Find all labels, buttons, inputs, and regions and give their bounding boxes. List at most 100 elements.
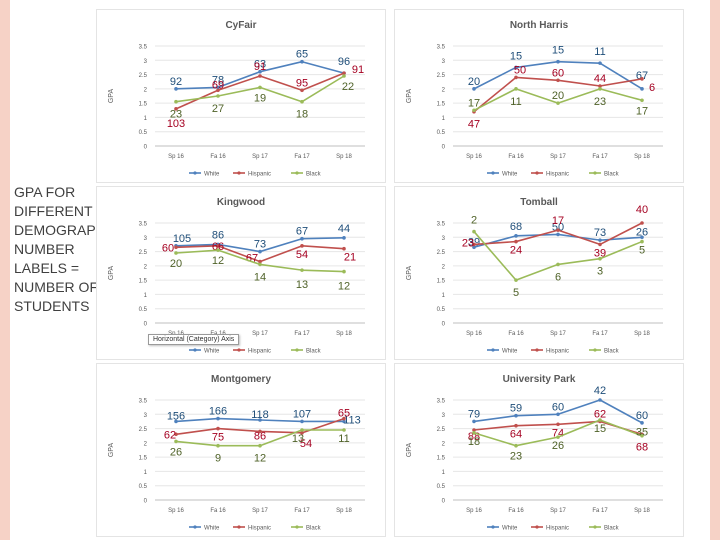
legend-label-black: Black bbox=[604, 349, 620, 355]
legend-label-hispanic: Hispanic bbox=[546, 172, 569, 178]
y-tick-label: 2 bbox=[144, 264, 148, 270]
data-label-black: 23 bbox=[594, 96, 606, 108]
data-label-black: 26 bbox=[552, 440, 564, 452]
data-label-hispanic: 54 bbox=[300, 438, 312, 450]
data-point-hispanic bbox=[300, 88, 304, 93]
y-tick-label: 0.5 bbox=[437, 307, 446, 313]
data-point-white bbox=[472, 419, 476, 424]
data-label-black: 23 bbox=[170, 109, 182, 121]
data-label-hispanic: 91 bbox=[352, 64, 364, 76]
data-point-black bbox=[556, 101, 560, 105]
data-label-hispanic: 60 bbox=[552, 67, 564, 79]
y-axis-label: GPA bbox=[406, 89, 413, 104]
data-label-white: 59 bbox=[510, 403, 522, 415]
legend-label-black: Black bbox=[306, 172, 322, 178]
data-point-black bbox=[342, 428, 346, 432]
data-label-white: 20 bbox=[468, 76, 480, 88]
data-point-hispanic bbox=[174, 245, 178, 250]
data-point-black bbox=[216, 248, 220, 252]
side-title-line: Number bbox=[14, 241, 75, 257]
data-label-black: 23 bbox=[510, 451, 522, 463]
data-label-white: 60 bbox=[552, 401, 564, 413]
legend-marker-hispanic bbox=[535, 171, 539, 175]
data-label-hispanic: 65 bbox=[338, 408, 350, 420]
data-point-hispanic bbox=[514, 423, 518, 428]
data-point-white bbox=[640, 235, 644, 240]
data-label-white: 73 bbox=[594, 227, 606, 239]
data-label-black: 20 bbox=[170, 258, 182, 270]
legend-marker-white bbox=[491, 348, 495, 352]
data-label-hispanic: 23 bbox=[462, 237, 474, 249]
chart-title: University Park bbox=[503, 374, 576, 385]
y-tick-label: 3.5 bbox=[437, 222, 446, 228]
data-label-hispanic: 17 bbox=[552, 215, 564, 227]
legend-label-hispanic: Hispanic bbox=[546, 349, 569, 355]
data-label-hispanic: 6 bbox=[649, 82, 655, 94]
x-tick-label: Fa 16 bbox=[508, 331, 524, 337]
y-tick-label: 2.5 bbox=[139, 250, 148, 256]
data-point-hispanic bbox=[342, 71, 346, 75]
data-label-black: 35 bbox=[636, 427, 648, 439]
data-label-black: 2 bbox=[471, 215, 477, 227]
y-tick-label: 2 bbox=[442, 441, 446, 447]
chart-panel-cyfair[interactable]: CyFair GPA 0 0.5 1 1.5 2 2.5 3 3.5 Sp 16 Fa 16 Sp 17… bbox=[96, 9, 386, 183]
chart-panel-university-park[interactable]: University Park GPA 0 0.5 1 1.5 2 2.5 3 3.5 Sp 16 F… bbox=[394, 363, 684, 537]
legend-label-white: White bbox=[204, 526, 220, 532]
data-point-black bbox=[258, 85, 262, 90]
y-tick-label: 0 bbox=[144, 499, 148, 505]
y-tick-label: 2 bbox=[144, 441, 148, 447]
side-title-line: number of bbox=[14, 279, 98, 295]
legend-marker-hispanic bbox=[237, 525, 241, 529]
data-point-white bbox=[342, 419, 346, 424]
data-point-white bbox=[598, 238, 602, 242]
chart-panel-tomball[interactable]: Tomball GPA 0 0.5 1 1.5 2 2.5 3 3.5 Sp 16 Fa 16 Sp 1… bbox=[394, 186, 684, 360]
y-tick-label: 1 bbox=[144, 116, 148, 122]
legend-label-hispanic: Hispanic bbox=[248, 349, 271, 355]
x-tick-label: Fa 17 bbox=[294, 508, 310, 514]
data-point-black bbox=[258, 262, 262, 267]
data-label-white: 60 bbox=[636, 410, 648, 422]
x-tick-label: Sp 16 bbox=[466, 508, 482, 514]
data-label-hispanic: 69 bbox=[212, 79, 224, 91]
data-label-white: 44 bbox=[338, 223, 350, 235]
data-label-black: 13 bbox=[292, 433, 304, 445]
data-label-hispanic: 50 bbox=[514, 64, 526, 76]
data-label-white: 26 bbox=[636, 226, 648, 238]
legend-marker-hispanic bbox=[237, 348, 241, 352]
y-tick-label: 3.5 bbox=[139, 222, 148, 228]
data-point-black bbox=[216, 443, 220, 448]
data-label-hispanic: 39 bbox=[594, 247, 606, 259]
y-tick-label: 0 bbox=[442, 499, 446, 505]
data-point-white bbox=[342, 236, 346, 240]
data-label-white: 15 bbox=[510, 50, 522, 62]
data-point-black bbox=[258, 443, 262, 448]
chart-cyfair: CyFair GPA 0 0.5 1 1.5 2 2.5 3 3.5 Sp 16 Fa 16 Sp 17… bbox=[108, 20, 365, 178]
data-label-white: 118 bbox=[251, 409, 269, 421]
data-label-black: 3 bbox=[597, 266, 603, 278]
y-axis-label: GPA bbox=[108, 89, 115, 104]
y-tick-label: 1 bbox=[144, 470, 148, 476]
data-point-white bbox=[556, 412, 560, 417]
data-label-black: 5 bbox=[513, 287, 519, 299]
data-point-hispanic bbox=[258, 259, 262, 264]
data-label-hispanic: 67 bbox=[246, 253, 258, 265]
x-tick-label: Sp 18 bbox=[336, 331, 352, 337]
data-point-black bbox=[598, 256, 602, 261]
data-point-hispanic bbox=[342, 246, 346, 251]
data-point-white bbox=[556, 59, 560, 64]
data-point-hispanic bbox=[216, 244, 220, 248]
x-tick-label: Fa 16 bbox=[210, 508, 226, 514]
chart-panel-montgomery[interactable]: Montgomery GPA 0 0.5 1 1.5 2 2.5 3 3.5 Sp 16 Fa 16 S… bbox=[96, 363, 386, 537]
y-tick-label: 1 bbox=[442, 293, 446, 299]
data-point-black bbox=[472, 431, 476, 435]
y-axis-label: GPA bbox=[406, 266, 413, 281]
data-label-black: 13 bbox=[296, 279, 308, 291]
data-point-white bbox=[472, 245, 476, 250]
y-tick-label: 0.5 bbox=[139, 484, 148, 490]
data-point-black bbox=[342, 74, 346, 78]
data-label-white: 113 bbox=[343, 414, 361, 426]
data-point-hispanic bbox=[216, 426, 220, 431]
data-point-white bbox=[556, 232, 560, 237]
chart-panel-north-harris[interactable]: North Harris GPA 0 0.5 1 1.5 2 2.5 3 3.5 Sp 16 Fa 1… bbox=[394, 9, 684, 183]
